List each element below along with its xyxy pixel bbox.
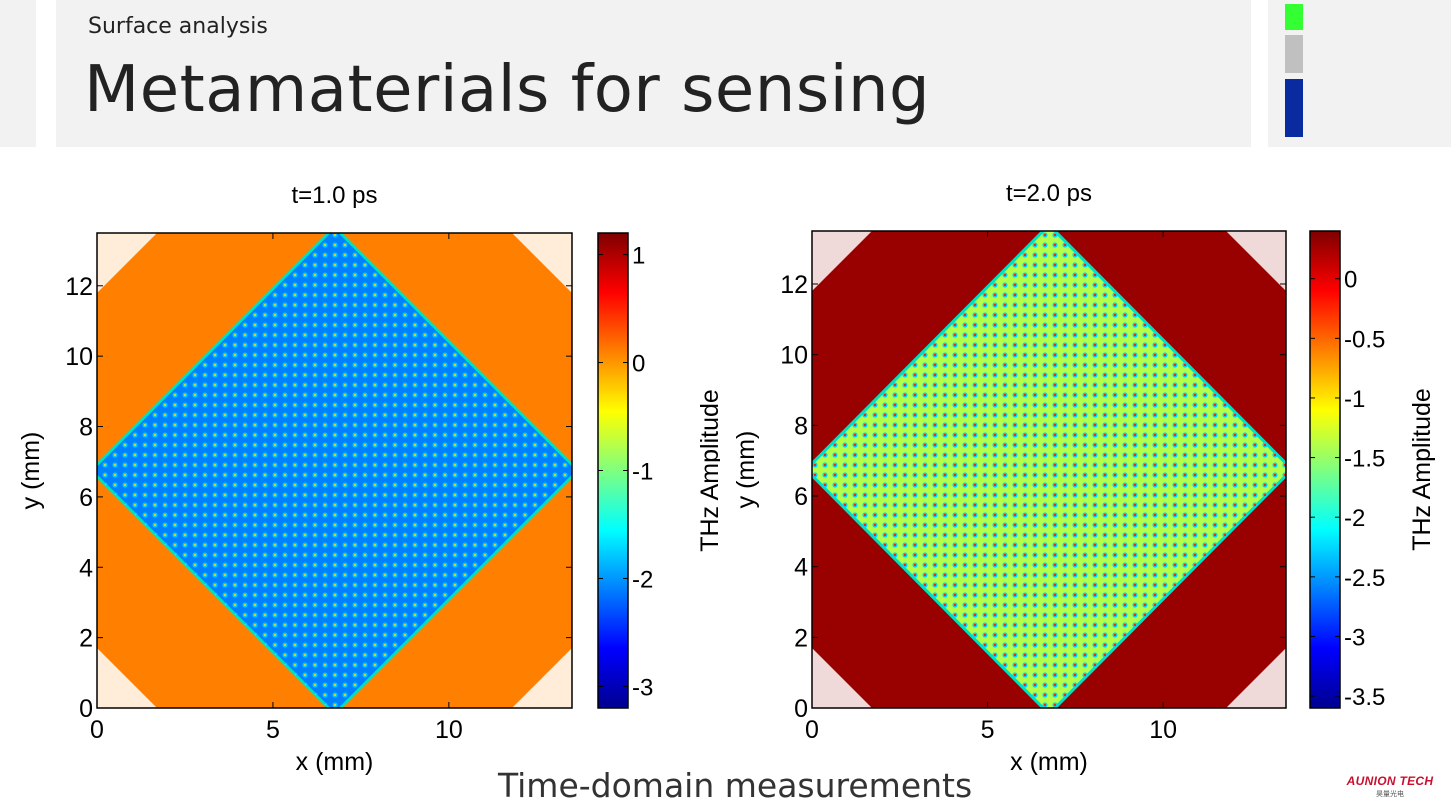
y-tick-label: 4 (794, 554, 808, 582)
accent-bar-gray (1285, 35, 1303, 73)
header-panel (56, 0, 1251, 147)
x-tick-label: 0 (805, 716, 819, 744)
colorbar-tick-label: -3.5 (1344, 684, 1385, 711)
y-tick-label: 12 (780, 271, 808, 299)
colorbar-label: THz Amplitude (696, 389, 720, 552)
plot-area (97, 233, 572, 708)
metamaterial-dots (812, 231, 1286, 708)
y-tick-label: 0 (794, 695, 808, 723)
y-tick-label: 12 (65, 273, 93, 301)
colorbar-label: THz Amplitude (1408, 388, 1436, 551)
corner-noise (812, 231, 872, 291)
colorbar-tick-label: -0.5 (1344, 326, 1385, 353)
y-tick-label: 2 (79, 625, 93, 653)
slide-subtitle: Surface analysis (88, 14, 268, 39)
colorbar-tick-label: -2 (632, 566, 653, 593)
plot-area (812, 231, 1286, 708)
corner-noise (512, 648, 572, 708)
y-tick-label: 2 (794, 624, 808, 652)
caption: Time-domain measurements (498, 766, 973, 805)
colorbar (1309, 230, 1341, 709)
x-axis-label: x (mm) (296, 748, 374, 776)
logo-text: AUNION TECH (1346, 774, 1434, 788)
corner-noise (812, 648, 872, 708)
y-tick-label: 4 (79, 554, 93, 582)
y-tick-label: 8 (794, 412, 808, 440)
logo-subtext: 昊量光电 (1376, 791, 1404, 798)
corner-noise (1226, 648, 1286, 708)
chart-title: t=1.0 ps (291, 182, 377, 209)
plot-frame (96, 232, 573, 709)
y-tick-label: 8 (79, 414, 93, 442)
y-tick-label: 10 (65, 343, 93, 371)
header-left-panel (0, 0, 36, 147)
x-tick-label: 5 (266, 716, 280, 744)
y-tick-label: 0 (79, 695, 93, 723)
colorbar-tick-label: 0 (632, 351, 645, 378)
corner-noise (97, 233, 157, 293)
corner-noise (1226, 231, 1286, 291)
colorbar-tick-label: -1 (1344, 386, 1365, 413)
y-tick-label: 6 (79, 484, 93, 512)
company-logo: AUNION TECH 昊量光电 (1340, 774, 1440, 799)
y-tick-label: 10 (780, 342, 808, 370)
colorbar-tick-label: -2.5 (1344, 565, 1385, 592)
x-tick-label: 5 (981, 716, 995, 744)
slide-title: Metamaterials for sensing (84, 53, 931, 127)
y-axis-label: y (mm) (732, 431, 760, 509)
accent-bar-green (1285, 4, 1303, 30)
x-axis-label: x (mm) (1010, 748, 1088, 776)
chart-title: t=2.0 ps (1006, 180, 1092, 207)
colorbar-tick-label: 1 (632, 243, 645, 270)
x-tick-label: 10 (435, 716, 463, 744)
metamaterial-dots (97, 233, 572, 708)
heatmap-chart-t2: t=2.0 ps 0 5 10 0 2 4 6 8 10 12 x (mm) y (mm) 0 -0.5 -1… (732, 180, 1436, 776)
y-axis-label: y (mm) (17, 432, 45, 510)
colorbar-tick-label: -3 (632, 674, 653, 701)
colorbar-tick-label: -3 (1344, 624, 1365, 651)
colorbar-tick-label: -1.5 (1344, 446, 1385, 473)
corner-noise (512, 233, 572, 293)
accent-bar-blue (1285, 79, 1303, 137)
y-tick-label: 6 (794, 483, 808, 511)
x-tick-label: 0 (90, 716, 104, 744)
x-tick-label: 10 (1149, 716, 1177, 744)
plot-frame (811, 230, 1287, 709)
corner-noise (97, 648, 157, 708)
colorbar-tick-label: -1 (632, 459, 653, 486)
colorbar-tick-label: 0 (1344, 267, 1357, 294)
colorbar-tick-label: -2 (1344, 505, 1365, 532)
